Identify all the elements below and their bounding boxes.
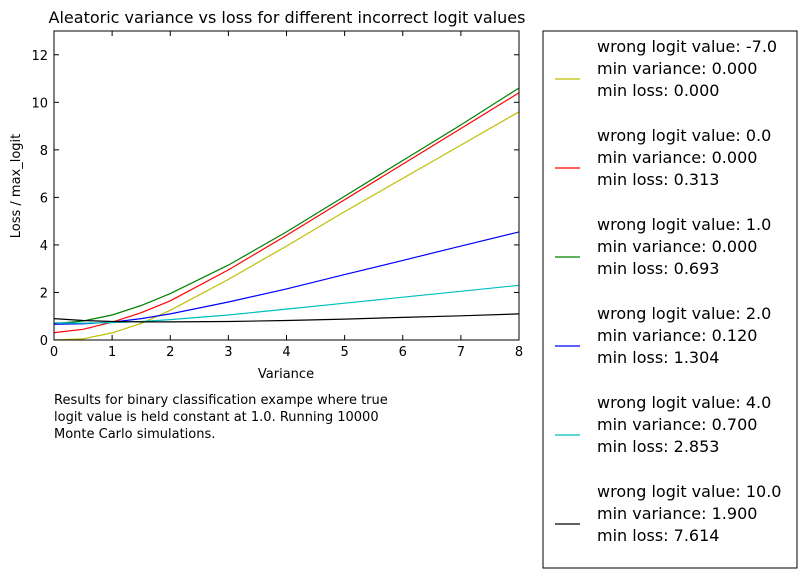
y-tick-label-5: 10 <box>31 96 48 111</box>
series-line-5 <box>53 313 520 323</box>
legend-text-2-1: min variance: 0.000 <box>597 237 757 256</box>
legend-text-0-1: min variance: 0.000 <box>597 59 757 78</box>
legend: wrong logit value: -7.0 min variance: 0.0… <box>555 37 781 545</box>
series-line-1 <box>53 92 520 334</box>
legend-text-4-2: min loss: 2.853 <box>597 437 719 456</box>
y-tick-label-2: 4 <box>40 239 48 254</box>
x-tick-label-0: 0 <box>50 345 58 360</box>
legend-text-1-2: min loss: 0.313 <box>597 170 719 189</box>
legend-text-3-0: wrong logit value: 2.0 <box>597 304 771 323</box>
annotation-line-2: Monte Carlo simulations. <box>54 427 215 442</box>
legend-text-5-1: min variance: 1.900 <box>597 504 757 523</box>
series-line-2 <box>53 87 520 325</box>
legend-text-2-2: min loss: 0.693 <box>597 259 719 278</box>
y-tick-label-4: 8 <box>40 144 48 159</box>
y-tick-label-0: 0 <box>40 334 48 349</box>
y-tick-label-1: 2 <box>40 286 48 301</box>
legend-text-4-1: min variance: 0.700 <box>597 415 757 434</box>
legend-text-0-2: min loss: 0.000 <box>597 81 719 100</box>
legend-text-3-2: min loss: 1.304 <box>597 348 719 367</box>
series-line-4 <box>53 284 520 324</box>
legend-text-3-1: min variance: 0.120 <box>597 326 757 345</box>
series-layer <box>53 87 520 341</box>
legend-text-2-0: wrong logit value: 1.0 <box>597 215 771 234</box>
legend-text-1-1: min variance: 0.000 <box>597 148 757 167</box>
plot-frame <box>53 30 520 341</box>
x-tick-label-6: 6 <box>399 345 407 360</box>
series-line-0 <box>53 111 520 341</box>
x-axis-label: Variance <box>258 367 314 382</box>
x-tick-label-2: 2 <box>166 345 174 360</box>
legend-text-5-0: wrong logit value: 10.0 <box>597 482 781 501</box>
x-tick-label-5: 5 <box>340 345 348 360</box>
chart-title: Aleatoric variance vs loss for different… <box>49 8 526 27</box>
legend-text-4-0: wrong logit value: 4.0 <box>597 393 771 412</box>
annotation-line-0: Results for binary classification exampe… <box>54 393 388 408</box>
legend-text-1-0: wrong logit value: 0.0 <box>597 126 771 145</box>
x-tick-label-1: 1 <box>108 345 116 360</box>
annotation-line-1: logit value is held constant at 1.0. Run… <box>54 410 379 425</box>
y-tick-label-3: 6 <box>40 191 48 206</box>
x-tick-label-7: 7 <box>457 345 465 360</box>
y-tick-label-6: 12 <box>31 49 48 64</box>
legend-text-5-2: min loss: 7.614 <box>597 526 719 545</box>
x-tick-label-3: 3 <box>224 345 232 360</box>
legend-text-0-0: wrong logit value: -7.0 <box>597 37 777 56</box>
x-tick-label-4: 4 <box>282 345 290 360</box>
legend-frame <box>542 30 798 569</box>
annotation: Results for binary classification exampe… <box>54 393 388 442</box>
y-axis-label: Loss / max_logit <box>9 134 24 239</box>
x-tick-label-8: 8 <box>515 345 523 360</box>
